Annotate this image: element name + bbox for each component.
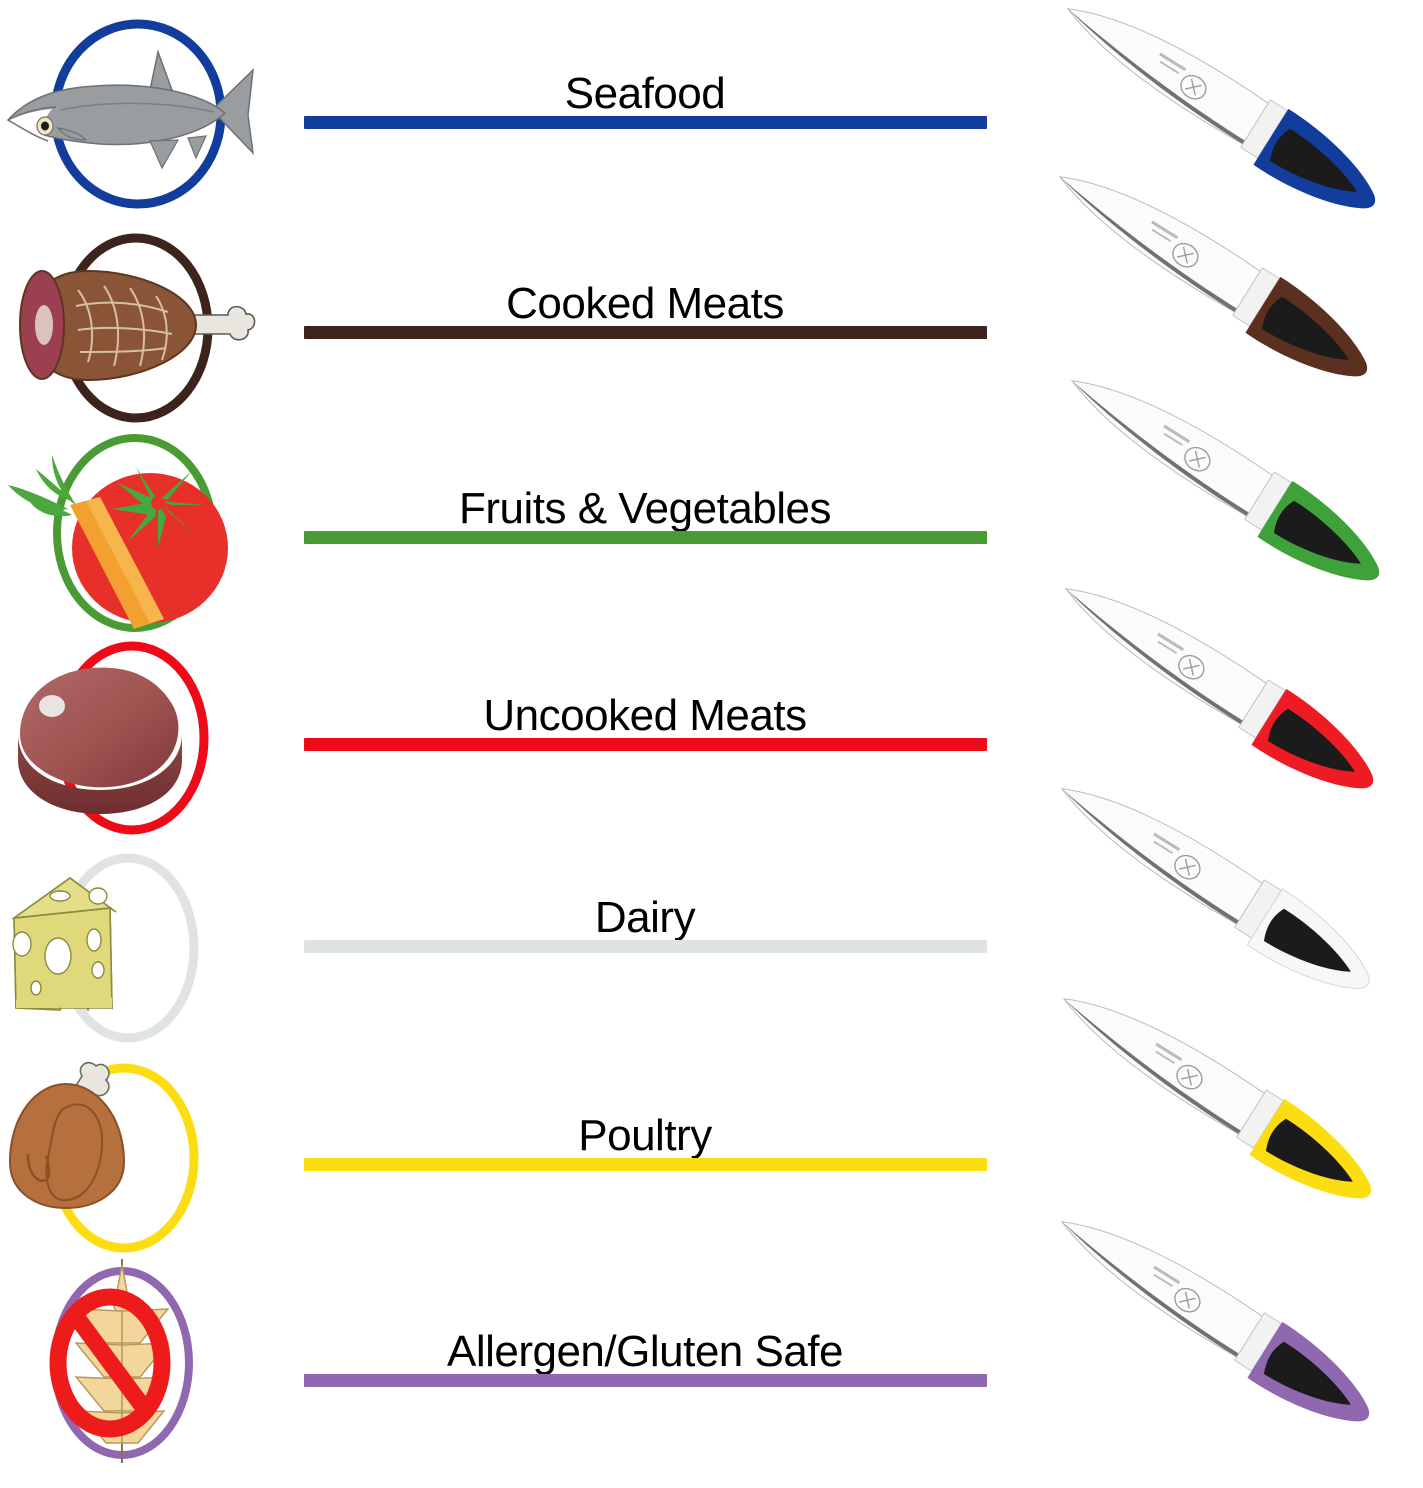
category-label-fruits-vegetables: Fruits & Vegetables (458, 484, 832, 533)
chart-row-dairy: Dairy (0, 830, 1423, 1043)
chef-knife-purple-icon (1060, 1221, 1370, 1422)
chef-knife-brown-icon (1058, 176, 1368, 377)
color-bar-fruits-vegetables (304, 531, 987, 544)
color-bar-allergen-gluten-safe (304, 1374, 987, 1387)
knife-poultry (1014, 990, 1414, 1215)
chart-row-seafood: Seafood (0, 0, 1423, 210)
fish-icon-cell (0, 10, 290, 210)
cheese-icon-cell (0, 848, 290, 1048)
turkey-icon (8, 1061, 199, 1253)
category-label-dairy: Dairy (594, 893, 696, 942)
chef-knife-red-icon (1064, 588, 1374, 789)
allergen-label-cell: Allergen/Gluten Safe (300, 1245, 990, 1488)
cooked-meats-label-cell: Cooked Meats (300, 210, 990, 415)
color-bar-cooked-meats (304, 326, 987, 339)
category-label-seafood: Seafood (564, 69, 726, 118)
poultry-label-cell: Poultry (300, 1040, 990, 1245)
knife-fruits-vegetables (1022, 372, 1422, 597)
knife-allergen-gluten-safe (1012, 1205, 1412, 1445)
seafood-label-cell: Seafood (300, 0, 990, 210)
color-bar-poultry (304, 1158, 987, 1171)
chef-knife-blue-icon (1066, 8, 1376, 209)
chef-knife-yellow-icon (1062, 998, 1372, 1199)
turkey-icon-cell (0, 1058, 290, 1258)
chart-row-poultry: Poultry (0, 1040, 1423, 1253)
cheese-icon (11, 853, 199, 1043)
knife-uncooked-meats (1016, 580, 1416, 805)
chart-row-fruits-vegetables: Fruits & Vegetables (0, 415, 1423, 632)
chart-row-allergen-gluten-safe: Allergen/Gluten Safe (0, 1245, 1423, 1488)
category-label-cooked-meats: Cooked Meats (506, 279, 784, 328)
knife-dairy (1012, 780, 1412, 1005)
no-gluten-wheat-icon (49, 1259, 193, 1463)
uncooked-meats-label-cell: Uncooked Meats (300, 620, 990, 830)
color-bar-seafood (304, 116, 987, 129)
chart-row-uncooked-meats: Uncooked Meats (0, 620, 1423, 835)
color-bar-uncooked-meats (304, 738, 987, 751)
knife-cooked-meats (1010, 168, 1410, 393)
knife-seafood (1018, 0, 1418, 225)
chef-knife-green-icon (1070, 380, 1380, 581)
category-label-uncooked-meats: Uncooked Meats (483, 691, 807, 740)
ham-icon-cell (0, 230, 290, 425)
dairy-label-cell: Dairy (300, 830, 990, 1040)
chart-row-cooked-meats: Cooked Meats (0, 210, 1423, 423)
steak-icon-cell (0, 638, 290, 838)
tomato-carrot-icon (8, 434, 228, 632)
ham-icon (19, 233, 256, 423)
steak-icon (18, 641, 209, 835)
fish-icon (6, 19, 255, 209)
category-label-poultry: Poultry (578, 1111, 712, 1160)
tomato-carrot-icon-cell (0, 423, 290, 633)
no-gluten-wheat-icon-cell (0, 1251, 290, 1481)
chef-knife-white-icon (1060, 788, 1370, 989)
color-bar-dairy (304, 940, 987, 953)
fruits-vegetables-label-cell: Fruits & Vegetables (300, 415, 990, 620)
category-label-allergen-gluten-safe: Allergen/Gluten Safe (446, 1327, 844, 1376)
